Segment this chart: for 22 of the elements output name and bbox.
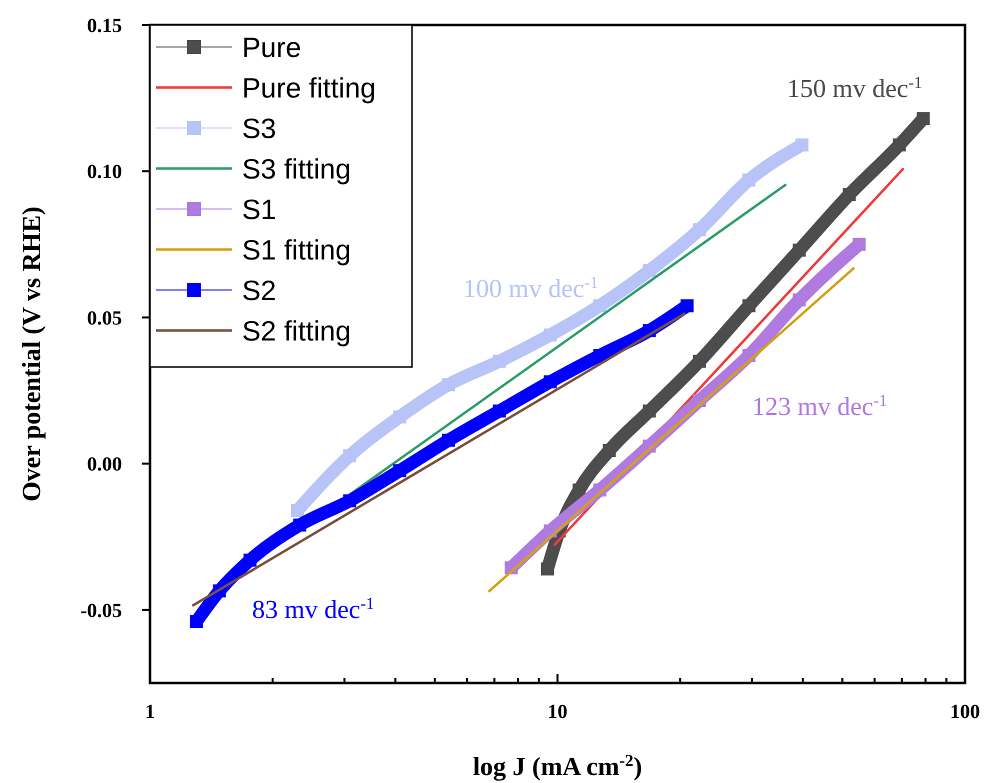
legend-label: S1 xyxy=(242,194,276,225)
annotation: 100 mv dec$^{-1}$ xyxy=(463,272,598,303)
annotation: 123 mv dec$^{-1}$ xyxy=(752,390,888,421)
legend-label: S1 fitting xyxy=(242,234,351,266)
x-tick-label: 1 xyxy=(145,701,155,723)
y-tick-label: 0.00 xyxy=(87,454,122,476)
x-tick-label: 10 xyxy=(548,701,568,723)
y-tick-label: 0.15 xyxy=(87,15,122,37)
legend-label: Pure fitting xyxy=(242,72,376,104)
annotation: 83 mv dec$^{-1}$ xyxy=(252,594,374,624)
y-tick-label: 0.05 xyxy=(87,307,122,330)
x-tick-label: 100 xyxy=(950,701,980,723)
legend-label: S3 xyxy=(242,113,276,144)
y-tick-label: -0.05 xyxy=(80,600,122,622)
y-tick-label: 0.10 xyxy=(87,161,122,184)
annotation: 150 mv dec$^{-1}$ xyxy=(787,72,922,103)
legend-label: S2 xyxy=(242,275,276,306)
legend-label: S3 fitting xyxy=(242,154,351,184)
x-axis-title: log J (mA cm$^{-2}$) xyxy=(472,750,642,781)
legend-label: Pure xyxy=(242,32,302,63)
legend-label: S2 fitting xyxy=(242,316,351,346)
y-axis-title: Over potential (V vs RHE) xyxy=(17,206,46,502)
